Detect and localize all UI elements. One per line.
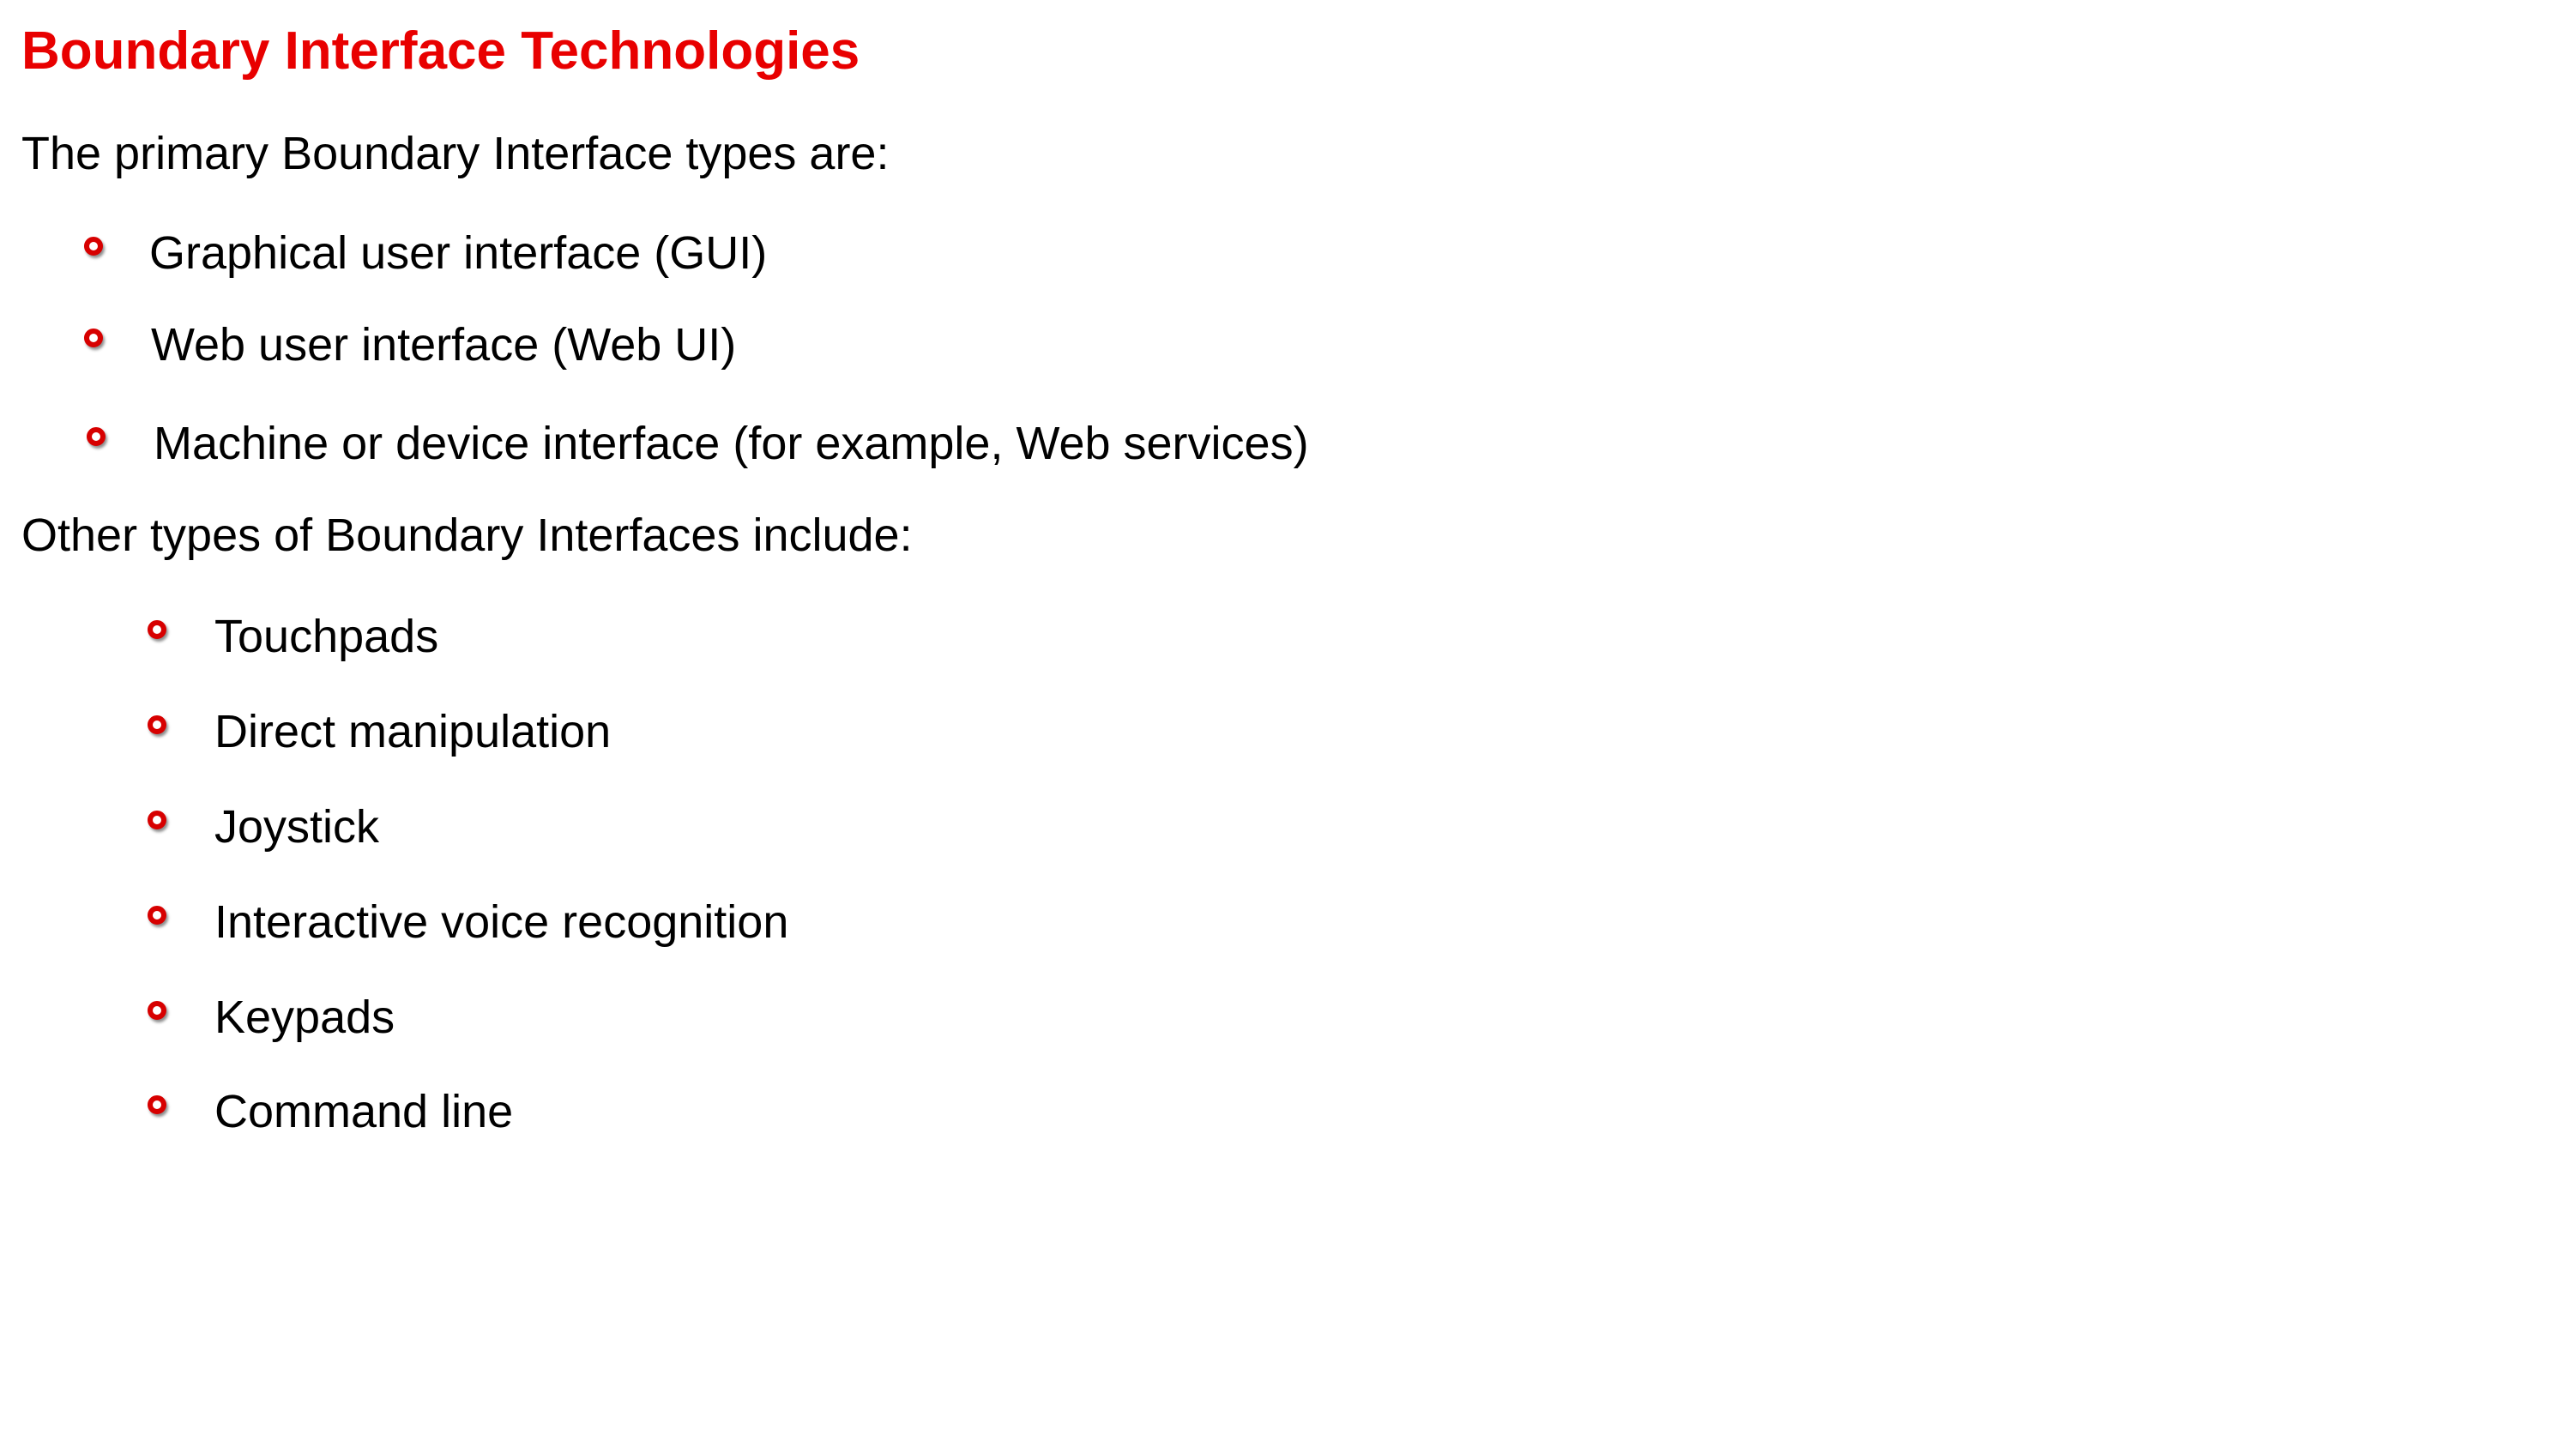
list-item: Keypads bbox=[148, 989, 395, 1046]
list-item-label: Interactive voice recognition bbox=[214, 896, 789, 948]
bullet-icon bbox=[84, 237, 103, 256]
slide-title: Boundary Interface Technologies bbox=[21, 21, 860, 81]
list-item: Web user interface (Web UI) bbox=[84, 317, 736, 373]
list-item-label: Machine or device interface (for example… bbox=[154, 418, 1309, 469]
list-item-label: Command line bbox=[214, 1086, 514, 1137]
bullet-icon bbox=[148, 811, 166, 829]
list-item: Joystick bbox=[148, 799, 379, 855]
list-item-label: Touchpads bbox=[214, 611, 439, 662]
list-item: Interactive voice recognition bbox=[148, 894, 788, 950]
list-item-label: Graphical user interface (GUI) bbox=[149, 227, 768, 279]
bullet-icon bbox=[148, 1001, 166, 1020]
bullet-icon bbox=[87, 427, 106, 446]
other-intro-text: Other types of Boundary Interfaces inclu… bbox=[21, 509, 913, 561]
list-item-label: Keypads bbox=[214, 992, 395, 1043]
list-item-label: Joystick bbox=[214, 801, 380, 853]
list-item: Machine or device interface (for example… bbox=[87, 415, 1309, 472]
bullet-icon bbox=[148, 1095, 166, 1114]
bullet-icon bbox=[148, 620, 166, 639]
primary-intro-text: The primary Boundary Interface types are… bbox=[21, 128, 890, 179]
list-item-label: Web user interface (Web UI) bbox=[151, 319, 737, 371]
list-item: Touchpads bbox=[148, 608, 438, 665]
list-item: Direct manipulation bbox=[148, 703, 611, 760]
bullet-icon bbox=[84, 329, 103, 347]
bullet-icon bbox=[148, 906, 166, 925]
list-item-label: Direct manipulation bbox=[214, 706, 612, 757]
list-item: Command line bbox=[148, 1083, 513, 1140]
list-item: Graphical user interface (GUI) bbox=[84, 225, 767, 281]
bullet-icon bbox=[148, 715, 166, 734]
